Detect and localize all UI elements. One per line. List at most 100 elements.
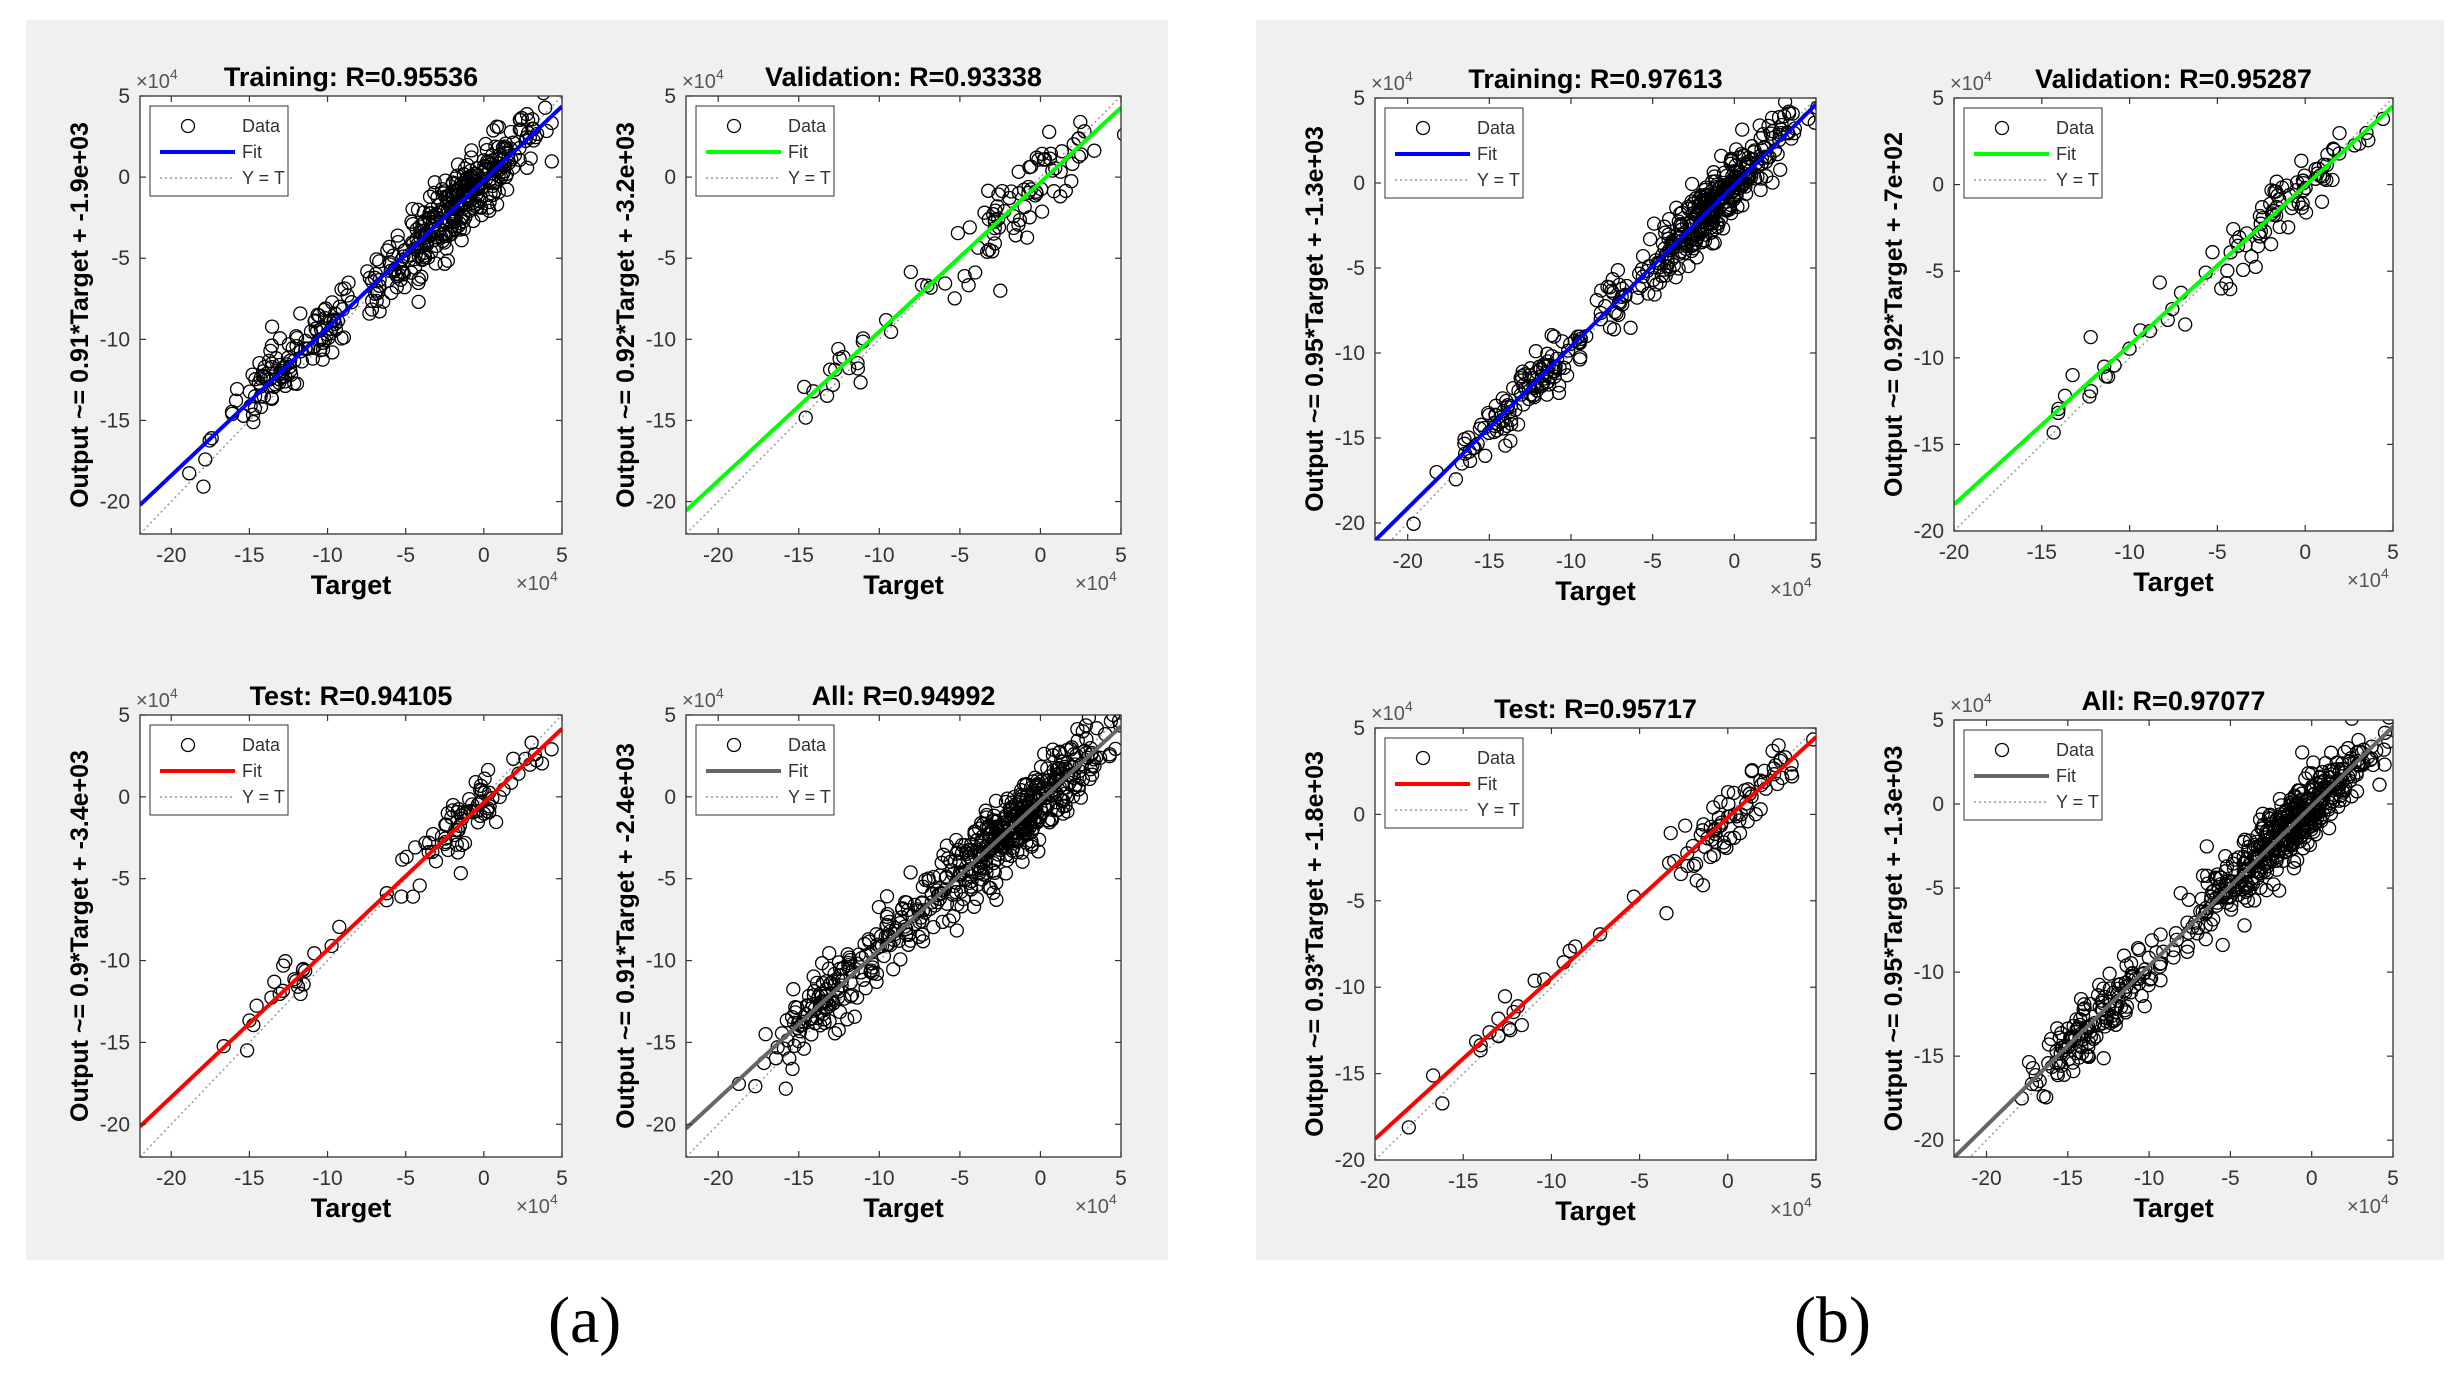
data-point (2338, 779, 2353, 795)
data-point (411, 294, 426, 310)
data-point (1031, 792, 1046, 807)
data-point (1750, 169, 1765, 184)
data-point (1650, 255, 1665, 270)
data-point (1728, 174, 1744, 189)
subplot-title: Training: R=0.95536 (224, 62, 478, 92)
legend-fit-label: Fit (788, 142, 808, 162)
y-exponent-power: 4 (170, 685, 178, 701)
data-point (2097, 989, 2113, 1005)
data-point (536, 96, 550, 101)
data-point (812, 996, 828, 1012)
legend-data-marker (1415, 750, 1431, 766)
x-tick-label: -10 (1556, 550, 1586, 573)
data-point (480, 762, 496, 778)
data-point (865, 960, 880, 975)
data-point (1567, 333, 1582, 348)
data-point (474, 783, 489, 798)
y-tick-label: -15 (646, 409, 676, 432)
data-point (1735, 122, 1750, 137)
data-point (1496, 404, 1511, 419)
data-point (981, 880, 996, 895)
data-point (2021, 1054, 2037, 1070)
data-point (239, 1043, 255, 1058)
data-point (2166, 950, 2181, 965)
data-point (1551, 378, 1567, 393)
data-point (2100, 369, 2116, 384)
data-point (1546, 359, 1561, 375)
data-point (411, 275, 426, 291)
data-point (2319, 172, 2334, 188)
data-point (1011, 164, 1026, 179)
data-point (477, 771, 492, 786)
data-point (1042, 124, 1057, 140)
data-point (903, 933, 918, 948)
y-tick-label: -5 (1925, 260, 1944, 283)
data-point (2050, 1021, 2065, 1036)
data-point (405, 889, 421, 904)
data-point (2096, 1051, 2111, 1066)
data-point (289, 338, 304, 354)
data-point (1544, 327, 1559, 343)
data-point (332, 919, 347, 935)
data-point (1064, 174, 1079, 189)
data-point (1044, 812, 1060, 827)
data-point (1541, 377, 1557, 392)
data-point (2103, 994, 2118, 1009)
data-point (2253, 880, 2268, 895)
x-tick-label: -5 (951, 1167, 970, 1190)
data-point (470, 815, 486, 830)
data-point (1022, 794, 1037, 809)
y-axis-label: Output ~= 0.9*Target + -3.4e+03 (66, 750, 94, 1122)
y-tick-label: -15 (100, 409, 130, 432)
data-point (2205, 245, 2220, 260)
data-point (1606, 322, 1622, 337)
data-point (198, 452, 213, 467)
data-point (2054, 1026, 2069, 1041)
data-point (871, 899, 887, 915)
data-point (2036, 1089, 2051, 1104)
data-point (1684, 176, 1700, 192)
data-point (2178, 317, 2193, 332)
y-axis-label: Output ~= 0.92*Target + -7e+02 (1880, 132, 1908, 497)
data-point (2268, 822, 2283, 837)
data-point (1008, 228, 1023, 243)
y-tick-label: -10 (646, 328, 676, 351)
data-point (466, 805, 481, 820)
data-point (816, 1012, 832, 1027)
data-point (307, 314, 322, 329)
data-point (989, 892, 1004, 907)
data-point (977, 205, 992, 220)
y-tick-label: -5 (1346, 890, 1365, 913)
data-point (2257, 224, 2273, 239)
data-point (810, 1010, 825, 1026)
x-tick-label: -5 (2208, 541, 2227, 564)
data-point (2308, 816, 2323, 831)
data-point (2332, 146, 2347, 161)
data-point (1481, 407, 1497, 423)
x-tick-label: 5 (1115, 1167, 1127, 1190)
data-point (2326, 762, 2341, 777)
data-point (2267, 835, 2283, 851)
data-point (1054, 144, 1070, 159)
legend-data-marker (726, 118, 742, 134)
data-point (1081, 715, 1097, 725)
data-point (1572, 352, 1588, 367)
data-point (2119, 999, 2135, 1014)
data-point (202, 433, 217, 448)
data-point (1528, 344, 1544, 359)
data-point (328, 322, 344, 337)
data-point (325, 295, 340, 310)
legend-data-marker (726, 737, 742, 753)
data-point (2252, 208, 2268, 224)
y-axis-label: Output ~= 0.91*Target + -1.9e+03 (66, 122, 94, 508)
data-point (395, 852, 410, 867)
y-tick-label: -20 (646, 1113, 676, 1136)
data-point (2377, 757, 2392, 772)
data-point (2258, 827, 2274, 842)
data-point (865, 966, 880, 981)
x-tick-label: 0 (1722, 1170, 1734, 1193)
subplot-title: Training: R=0.97613 (1468, 64, 1722, 94)
data-point (412, 878, 427, 893)
x-exponent-label: ×104 (2347, 565, 2389, 592)
